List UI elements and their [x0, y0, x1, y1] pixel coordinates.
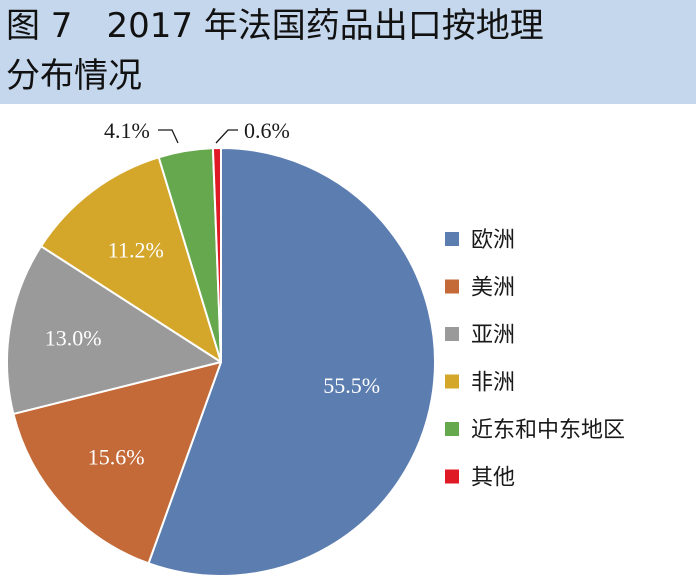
slice-3-value-label: 13.0%: [45, 326, 102, 351]
legend-item-1: 欧洲: [445, 228, 515, 253]
chart-title-line-2: 分布情况: [6, 56, 142, 96]
legend-label-6: 其他: [471, 466, 515, 491]
legend-swatch-5: [445, 422, 459, 436]
slice-6-leader-line: [215, 129, 238, 144]
legend-label-2: 美洲: [471, 276, 515, 301]
legend-swatch-2: [445, 279, 459, 294]
slice-2-value-label: 15.6%: [88, 445, 145, 470]
legend-swatch-1: [445, 232, 459, 246]
legend-item-5: 近东和中东地区: [445, 418, 625, 443]
legend-item-2: 美洲: [445, 276, 515, 301]
legend-swatch-4: [445, 374, 459, 389]
legend-swatch-3: [445, 327, 459, 341]
slice-4-value-label: 11.2%: [108, 237, 164, 262]
legend-label-1: 欧洲: [471, 228, 515, 253]
title-bar: 图 7 2017 年法国药品出口按地理 分布情况: [0, 0, 696, 104]
legend-label-4: 非洲: [471, 371, 515, 396]
slice-1-value-label: 55.5%: [323, 373, 380, 398]
legend-item-3: 亚洲: [445, 323, 515, 348]
legend-item-6: 其他: [445, 466, 515, 491]
legend-label-5: 近东和中东地区: [471, 418, 625, 443]
legend-swatch-6: [445, 469, 459, 484]
legend-label-3: 亚洲: [471, 323, 515, 348]
slice-6-wedge: [211, 146, 222, 363]
slice-5-leader-line: [158, 129, 179, 144]
slice-6-value-label: 0.6%: [244, 118, 290, 143]
slice-5-value-label: 4.1%: [104, 118, 150, 143]
pie-labels: 55.5% 15.6% 13.0% 11.2% 4.1% 0.6%: [45, 118, 380, 470]
legend-item-4: 非洲: [445, 371, 515, 396]
slice-1-wedge: [147, 147, 436, 577]
chart-title-line-1: 图 7 2017 年法国药品出口按地理: [6, 6, 544, 46]
slice-3-wedge: [6, 245, 222, 415]
slice-4-wedge: [40, 156, 222, 363]
pie-slices: [6, 146, 436, 577]
slice-2-wedge: [12, 361, 222, 565]
